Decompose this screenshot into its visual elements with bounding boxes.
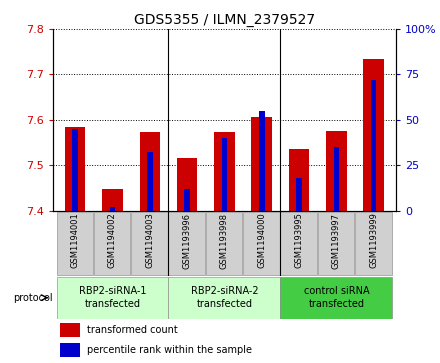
Bar — [326, 131, 347, 211]
FancyBboxPatch shape — [280, 277, 392, 319]
Bar — [184, 189, 190, 211]
Text: control siRNA
transfected: control siRNA transfected — [304, 286, 369, 309]
FancyBboxPatch shape — [56, 212, 93, 274]
Bar — [259, 111, 264, 211]
FancyBboxPatch shape — [243, 212, 279, 274]
Bar — [177, 158, 198, 211]
Bar — [296, 178, 302, 211]
Bar — [139, 132, 160, 211]
Title: GDS5355 / ILMN_2379527: GDS5355 / ILMN_2379527 — [134, 13, 315, 26]
Bar — [222, 138, 227, 211]
Text: GSM1193997: GSM1193997 — [332, 212, 341, 269]
FancyBboxPatch shape — [169, 212, 205, 274]
FancyBboxPatch shape — [131, 212, 168, 274]
Bar — [60, 343, 80, 357]
FancyBboxPatch shape — [318, 212, 354, 274]
Text: RBP2-siRNA-1
transfected: RBP2-siRNA-1 transfected — [79, 286, 146, 309]
Bar — [110, 207, 115, 211]
Bar — [147, 152, 153, 211]
Text: GSM1194002: GSM1194002 — [108, 212, 117, 268]
Bar — [363, 58, 384, 211]
Bar — [289, 149, 309, 211]
Bar — [73, 129, 78, 211]
Text: GSM1193995: GSM1193995 — [294, 212, 304, 268]
Bar — [251, 117, 272, 211]
Text: GSM1194000: GSM1194000 — [257, 212, 266, 268]
FancyBboxPatch shape — [94, 212, 130, 274]
FancyBboxPatch shape — [56, 277, 168, 319]
Bar — [371, 80, 376, 211]
FancyBboxPatch shape — [169, 277, 279, 319]
Text: RBP2-siRNA-2
transfected: RBP2-siRNA-2 transfected — [191, 286, 258, 309]
Bar — [60, 323, 80, 338]
Text: GSM1193996: GSM1193996 — [183, 212, 191, 269]
Text: GSM1193998: GSM1193998 — [220, 212, 229, 269]
Text: transformed count: transformed count — [87, 325, 178, 335]
Bar — [65, 127, 85, 211]
Text: protocol: protocol — [13, 293, 53, 303]
Bar — [102, 189, 123, 211]
Bar — [334, 147, 339, 211]
Text: GSM1194001: GSM1194001 — [71, 212, 80, 268]
Text: GSM1194003: GSM1194003 — [145, 212, 154, 268]
FancyBboxPatch shape — [355, 212, 392, 274]
Bar — [214, 132, 235, 211]
FancyBboxPatch shape — [280, 212, 317, 274]
Text: GSM1193999: GSM1193999 — [369, 212, 378, 268]
FancyBboxPatch shape — [206, 212, 242, 274]
Text: percentile rank within the sample: percentile rank within the sample — [87, 345, 252, 355]
